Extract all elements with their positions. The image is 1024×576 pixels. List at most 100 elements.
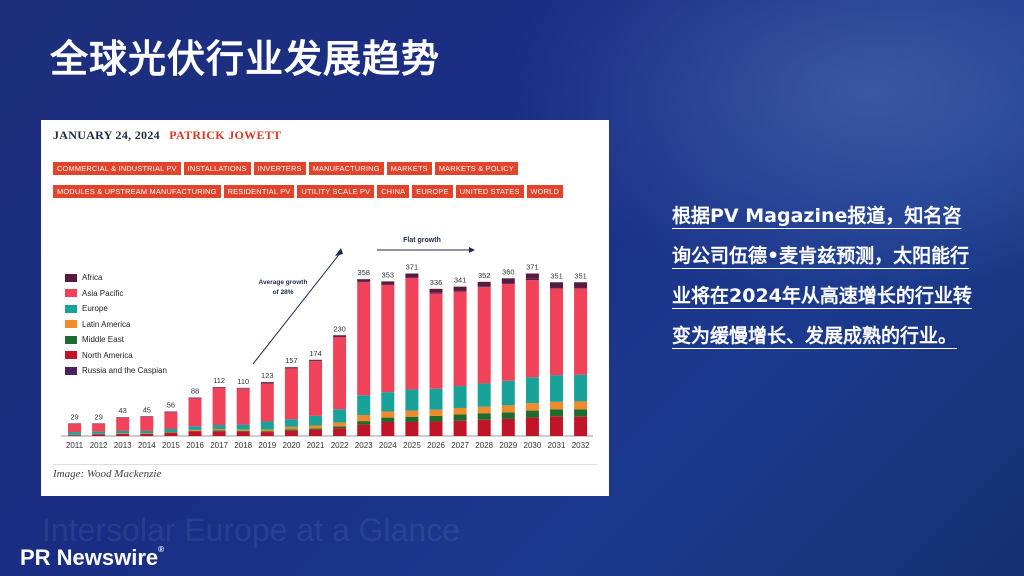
bar-segment-latin-america — [477, 406, 491, 414]
bar-segment-north-america — [164, 432, 178, 436]
tag-modules-upstream-manufacturing[interactable]: MODULES & UPSTREAM MANUFACTURING — [53, 185, 221, 198]
bar-segment-latin-america — [309, 425, 322, 429]
bar-segment-europe — [140, 430, 154, 434]
bar-segment-north-america — [212, 431, 226, 436]
bar-segment-europe — [309, 415, 322, 426]
tag-residential-pv[interactable]: RESIDENTIAL PV — [223, 185, 295, 198]
x-tick-label: 2011 — [66, 441, 84, 450]
bar-segment-middle-east — [525, 410, 539, 418]
bar-segment-middle-east — [212, 430, 226, 432]
brand-name: PR Newswire — [20, 545, 159, 570]
stacked-bar-chart: 29 2011 29 2012 43 2013 45 2014 56 2015 88 2016 112 2… — [61, 237, 593, 450]
legend-item: Europe — [65, 301, 167, 317]
tag-europe[interactable]: EUROPE — [412, 185, 453, 198]
bar-segment-europe — [405, 389, 419, 411]
bar-total-label: 341 — [454, 276, 467, 285]
bar-segment-russia-and-the-caspian — [357, 281, 371, 283]
tag-inverters[interactable]: INVERTERS — [253, 162, 306, 175]
bar-segment-europe — [236, 424, 250, 430]
tag-markets[interactable]: MARKETS — [386, 162, 432, 175]
flat-annotation: Flat growth — [403, 237, 441, 244]
bar-total-label: 360 — [502, 267, 515, 276]
bar-total-label: 371 — [526, 263, 539, 272]
tag-list: COMMERCIAL & INDUSTRIAL PV INSTALLATIONS I… — [53, 156, 573, 202]
bar-segment-africa — [260, 382, 274, 384]
bar-total-label: 112 — [213, 376, 225, 385]
tag-commercial-industrial-pv[interactable]: COMMERCIAL & INDUSTRIAL PV — [53, 162, 181, 175]
tag-utility-scale-pv[interactable]: UTILITY SCALE PV — [297, 185, 375, 198]
tag-markets-policy[interactable]: MARKETS & POLICY — [434, 162, 518, 175]
bar-segment-europe — [357, 395, 371, 415]
bar-segment-africa — [357, 279, 371, 282]
bar-segment-asia-pacific — [284, 368, 298, 420]
bar-segment-africa — [501, 278, 515, 284]
bar-segment-middle-east — [309, 428, 322, 430]
legend-label: North America — [82, 350, 133, 360]
bar-segment-asia-pacific — [429, 293, 443, 389]
bar-segment-europe — [284, 419, 298, 427]
bar-segment-asia-pacific — [236, 388, 250, 425]
legend-item: Asia Pacific — [65, 286, 167, 302]
growth-annotation: of 28% — [273, 289, 294, 296]
legend-item: Russia and the Caspian — [65, 363, 167, 379]
bar-segment-asia-pacific — [188, 398, 202, 427]
bar-segment-north-america — [333, 428, 347, 436]
x-tick-label: 2022 — [331, 441, 349, 450]
bar-segment-north-america — [381, 421, 395, 436]
bar-segment-europe — [260, 421, 274, 430]
legend-item: Africa — [65, 270, 167, 286]
bar-segment-africa — [333, 335, 347, 337]
bar-segment-russia-and-the-caspian — [501, 283, 515, 285]
slide-title: 全球光伏行业发展趋势 — [50, 37, 441, 81]
bar-segment-europe — [333, 409, 347, 423]
bar-total-label: 353 — [382, 270, 395, 279]
growth-annotation: Average growth — [259, 279, 308, 286]
bar-segment-latin-america — [381, 411, 395, 418]
bar-segment-north-america — [68, 435, 81, 436]
article-author[interactable]: PATRICK JOWETT — [169, 128, 282, 142]
tag-manufacturing[interactable]: MANUFACTURING — [308, 162, 384, 175]
bar-segment-europe — [453, 386, 467, 408]
bar-segment-africa — [550, 282, 563, 288]
bar-segment-north-america — [357, 424, 371, 436]
tag-installations[interactable]: INSTALLATIONS — [183, 162, 251, 175]
bar-segment-asia-pacific — [574, 288, 588, 375]
legend-label: Middle East — [82, 335, 124, 345]
x-tick-label: 2030 — [524, 441, 542, 450]
bar-total-label: 88 — [191, 386, 199, 395]
bar-total-label: 157 — [285, 356, 298, 365]
article-meta: JANUARY 24, 2024 PATRICK JOWETT — [53, 128, 281, 143]
bar-segment-europe — [212, 425, 226, 429]
bar-segment-latin-america — [405, 410, 419, 417]
bar-segment-north-america — [140, 433, 154, 436]
bar-total-label: 43 — [119, 406, 127, 415]
bar-segment-middle-east — [357, 421, 371, 425]
legend-swatch — [65, 366, 77, 375]
bar-segment-asia-pacific — [550, 288, 563, 376]
tag-world[interactable]: WORLD — [526, 185, 564, 198]
legend-item: North America — [65, 348, 167, 364]
tag-united-states[interactable]: UNITED STATES — [455, 185, 524, 198]
bar-segment-latin-america — [333, 422, 347, 427]
x-tick-label: 2013 — [114, 441, 132, 450]
bar-segment-middle-east — [405, 416, 419, 422]
bar-segment-asia-pacific — [477, 287, 491, 384]
bar-segment-north-america — [429, 421, 443, 436]
bar-segment-north-america — [453, 420, 467, 436]
x-tick-label: 2014 — [138, 441, 156, 450]
bar-segment-north-america — [188, 431, 202, 436]
bar-segment-asia-pacific — [212, 387, 226, 426]
bar-segment-russia-and-the-caspian — [381, 284, 395, 285]
bar-segment-russia-and-the-caspian — [405, 277, 419, 278]
bar-segment-africa — [477, 281, 491, 287]
bar-segment-middle-east — [550, 409, 563, 417]
bar-total-label: 110 — [237, 377, 249, 386]
bar-segment-latin-america — [429, 409, 443, 416]
bar-segment-europe — [550, 375, 563, 402]
bar-segment-africa — [525, 273, 539, 279]
bar-segment-asia-pacific — [164, 412, 178, 429]
x-tick-label: 2032 — [572, 441, 590, 450]
tag-china[interactable]: CHINA — [377, 185, 410, 198]
bar-total-label: 230 — [333, 324, 346, 333]
legend-label: Latin America — [82, 319, 131, 329]
